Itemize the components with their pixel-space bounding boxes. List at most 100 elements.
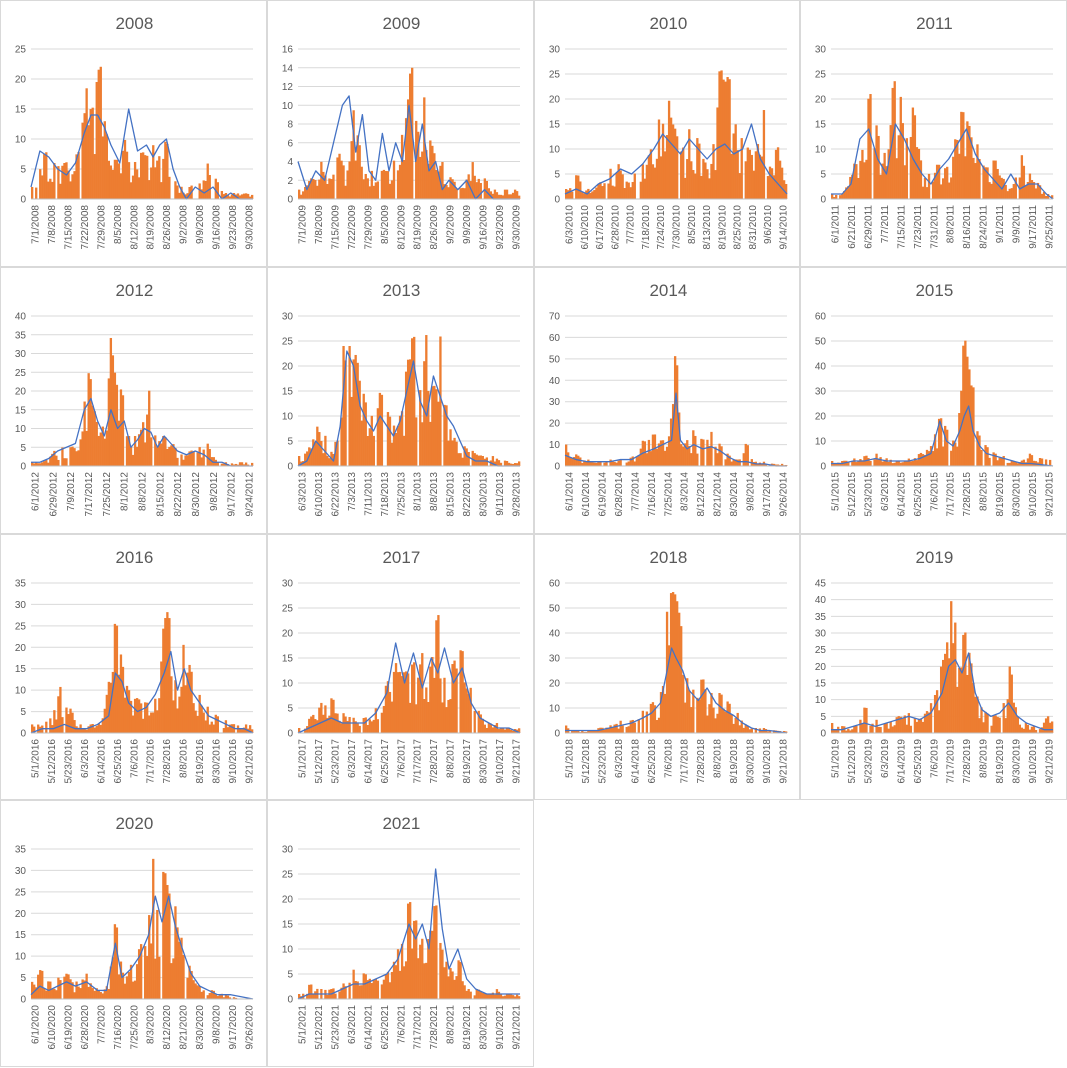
bar: [166, 612, 168, 733]
x-tick-label: 8/30/2019: [1012, 738, 1023, 783]
x-tick-label: 6/1/2012: [31, 471, 42, 510]
bar: [880, 457, 882, 466]
bar: [467, 693, 469, 732]
bar: [977, 144, 979, 199]
bar: [188, 664, 190, 732]
bar: [342, 984, 344, 1000]
bar-series: [298, 902, 520, 999]
bar: [362, 179, 364, 199]
bar: [194, 710, 196, 732]
bar: [589, 193, 591, 199]
bar: [227, 727, 229, 733]
bar: [742, 453, 744, 466]
bar: [847, 728, 849, 732]
x-tick-label: 8/15/2012: [155, 471, 166, 516]
bar: [65, 162, 67, 199]
bar: [364, 717, 366, 733]
bar: [463, 188, 465, 199]
y-tick-label: 5: [821, 711, 827, 722]
y-tick-label: 40: [15, 311, 27, 322]
y-tick-label: 45: [815, 578, 827, 589]
x-tick-label: 6/1/2020: [31, 1005, 42, 1044]
bar: [63, 458, 65, 466]
bar: [413, 337, 415, 466]
bar: [673, 594, 675, 733]
bar: [926, 450, 928, 466]
bar: [906, 461, 908, 466]
bar: [655, 159, 657, 199]
bar: [174, 181, 176, 199]
bar: [688, 446, 690, 466]
x-tick-label: 8/19/2016: [195, 738, 206, 783]
bar: [421, 939, 423, 999]
bar: [720, 446, 722, 466]
bar: [682, 148, 684, 199]
bar: [918, 454, 920, 466]
bar: [1031, 180, 1033, 199]
bar: [601, 186, 603, 199]
y-tick-label: 10: [15, 135, 27, 146]
bar: [944, 426, 946, 466]
bar: [124, 984, 126, 999]
x-tick-label: 7/17/2017: [412, 738, 423, 783]
bar: [94, 411, 96, 466]
bar: [680, 152, 682, 199]
bar: [425, 687, 427, 733]
y-tick-label: 30: [815, 386, 827, 397]
x-tick-label: 8/8/2017: [445, 738, 456, 777]
bar: [585, 190, 587, 199]
bar: [231, 724, 233, 733]
bar: [164, 873, 166, 999]
bar: [403, 436, 405, 466]
bar: [730, 154, 732, 199]
bar: [85, 431, 87, 466]
bar: [688, 690, 690, 733]
bar: [676, 601, 678, 733]
bar: [150, 712, 152, 732]
y-tick-label: 30: [282, 578, 294, 589]
bar: [209, 175, 211, 199]
bar: [39, 970, 41, 999]
bar: [132, 715, 134, 732]
bar: [516, 191, 518, 199]
y-tick-label: 60: [815, 311, 827, 322]
bar: [336, 713, 338, 732]
bar: [316, 426, 318, 465]
x-tick-label: 7/7/2020: [96, 1005, 107, 1044]
bar: [120, 173, 122, 199]
bar: [946, 167, 948, 199]
bar: [645, 453, 647, 466]
bar: [326, 184, 328, 199]
bar: [215, 714, 217, 732]
bar: [150, 437, 152, 466]
bar: [75, 451, 77, 466]
x-tick-label: 7/22/2008: [80, 205, 91, 250]
bar: [605, 462, 607, 466]
bar: [348, 346, 350, 466]
y-tick-label: 10: [15, 685, 27, 696]
x-tick-label: 8/30/2018: [745, 738, 756, 783]
bar: [376, 181, 378, 199]
x-tick-label: 9/26/2014: [778, 471, 789, 516]
bar: [663, 693, 665, 732]
x-tick-label: 6/14/2017: [363, 738, 374, 783]
bar: [356, 363, 358, 466]
bar: [376, 408, 378, 466]
x-tick-label: 6/29/2012: [48, 471, 59, 516]
bar: [340, 723, 342, 733]
bar: [162, 159, 164, 199]
y-tick-label: 50: [815, 336, 827, 347]
x-tick-label: 6/1/2011: [831, 205, 842, 244]
bar: [696, 453, 698, 465]
y-tick-label: 25: [15, 368, 27, 379]
bar: [995, 715, 997, 733]
bar: [860, 161, 862, 199]
bar: [409, 74, 411, 199]
bar: [118, 163, 120, 199]
bar: [1029, 174, 1031, 199]
y-tick-label: 0: [20, 728, 26, 739]
bar: [671, 125, 673, 199]
bar: [449, 968, 451, 999]
